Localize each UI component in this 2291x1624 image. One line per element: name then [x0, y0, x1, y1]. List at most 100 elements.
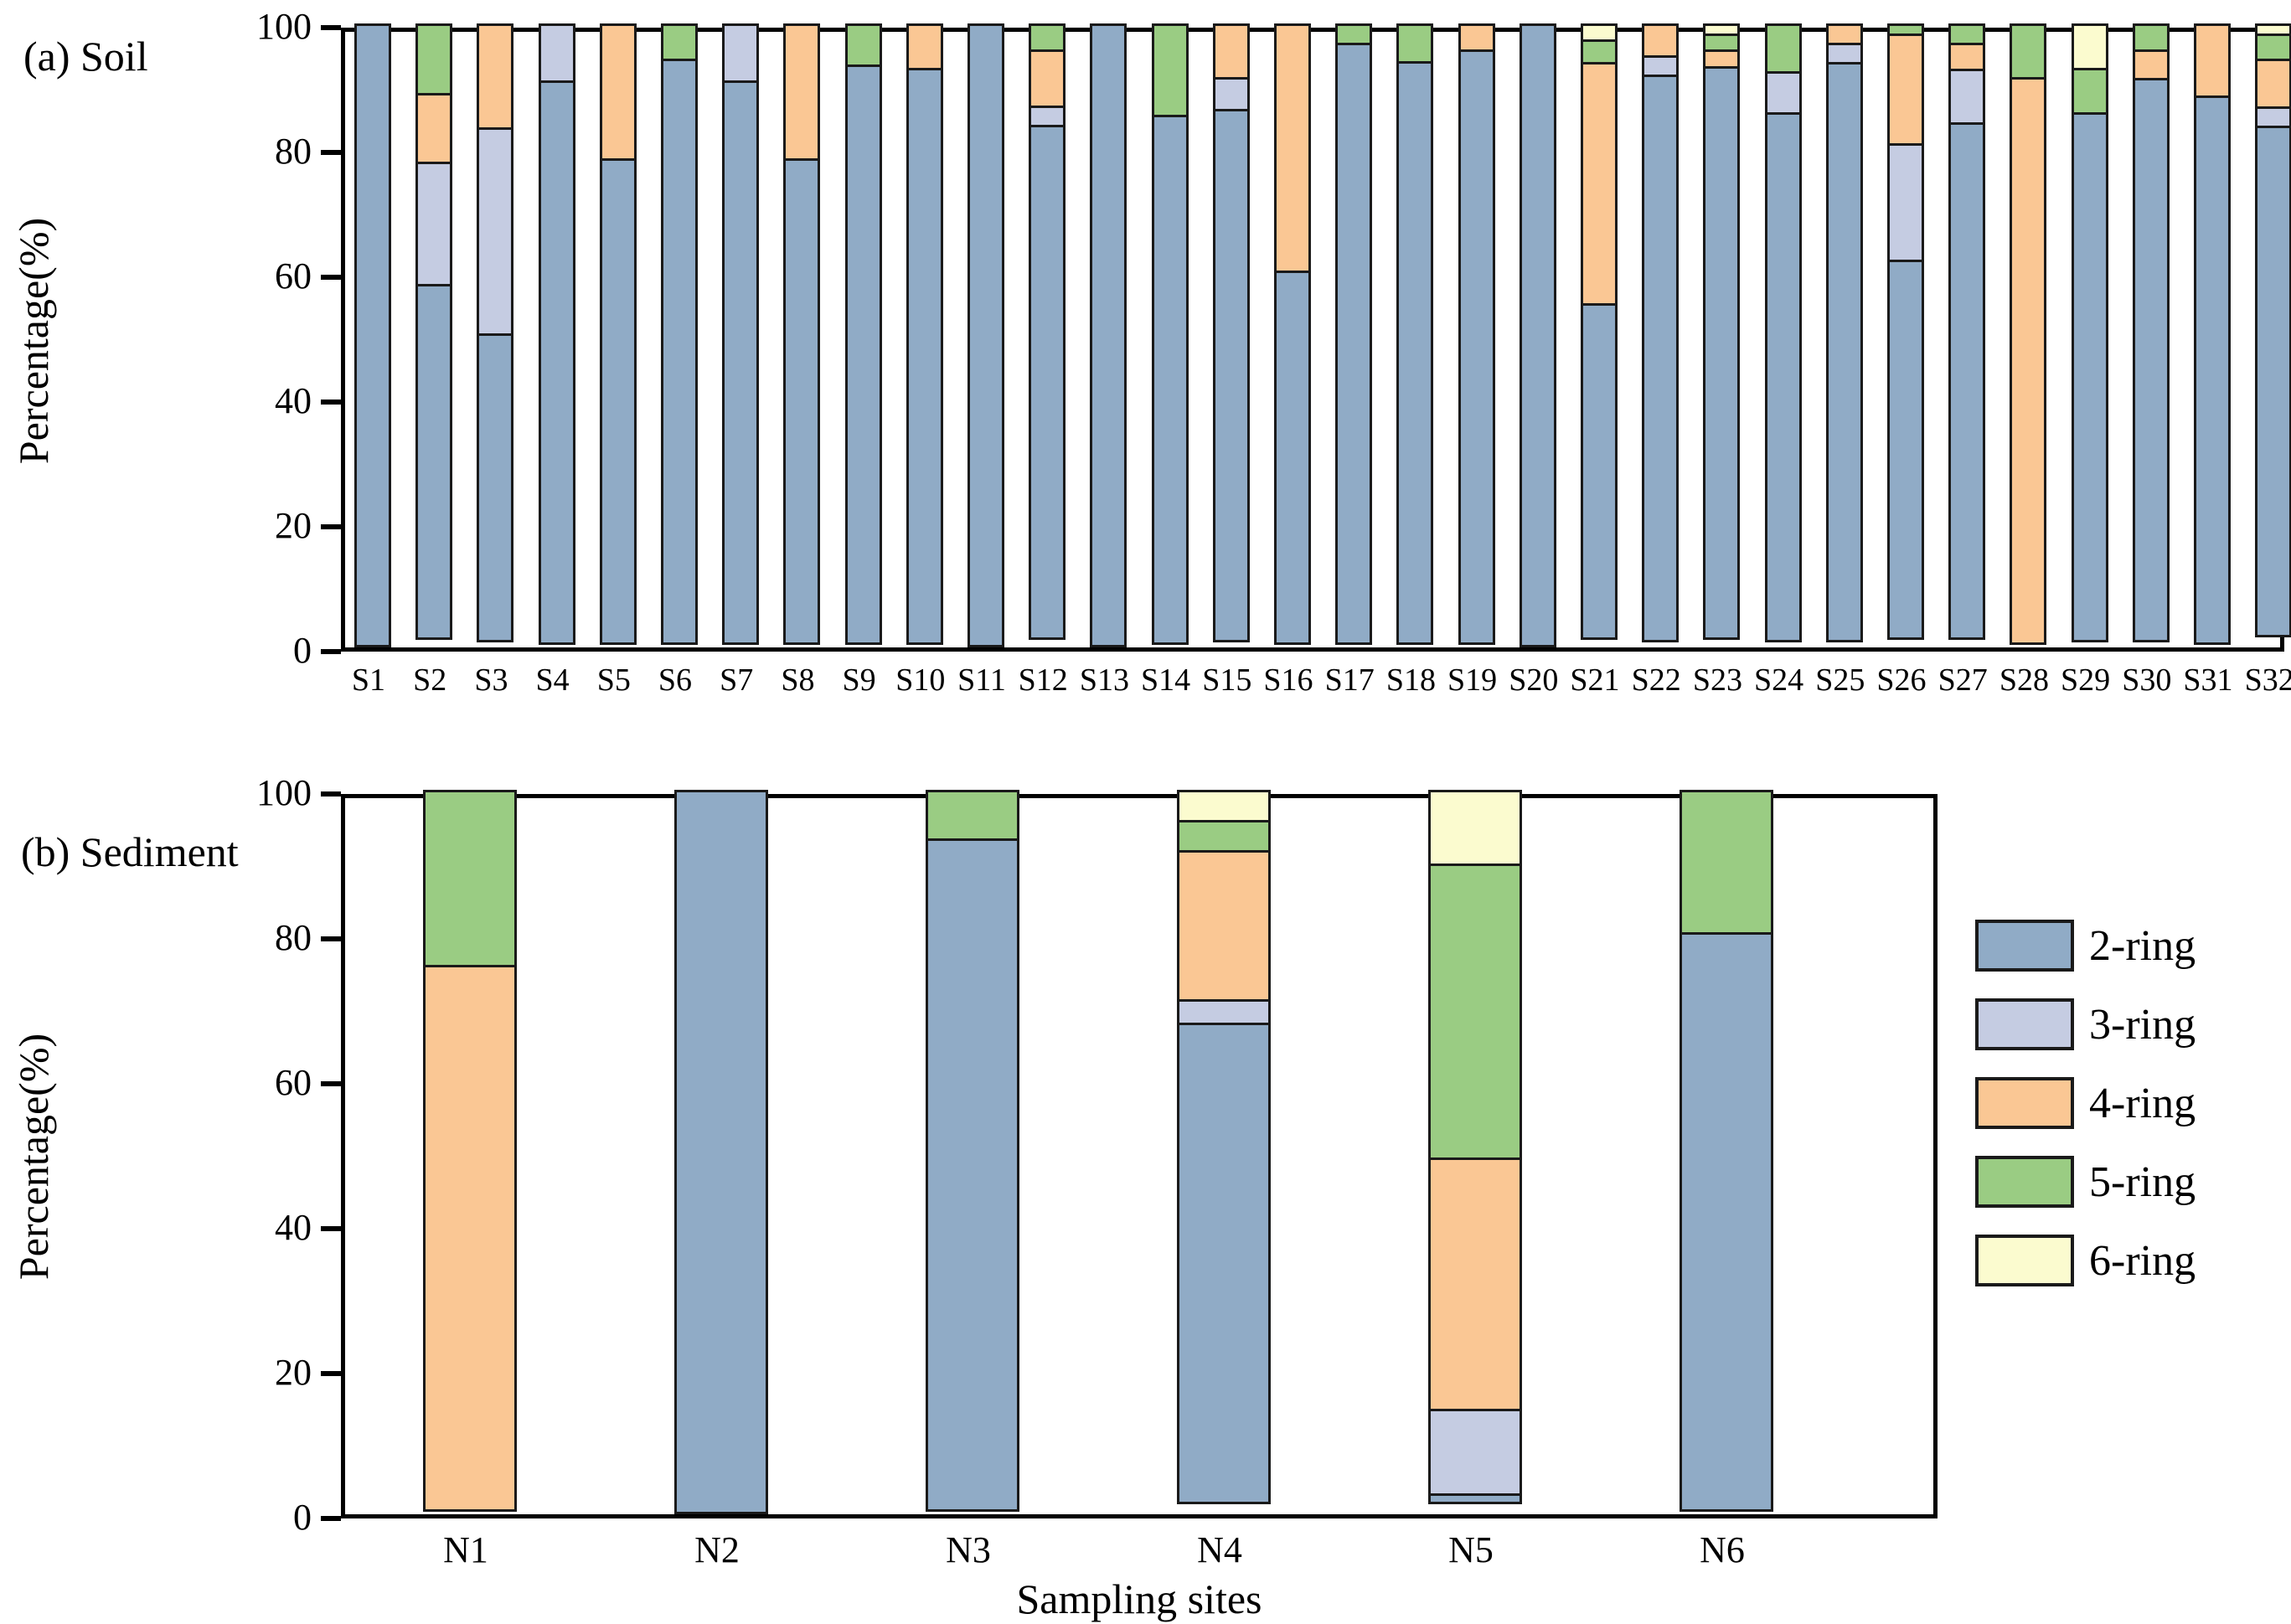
x-category-label-N3: N3 — [946, 1529, 991, 1570]
legend-swatch-5-ring — [1975, 1156, 2074, 1208]
x-category-label-S23: S23 — [1692, 662, 1742, 698]
bar-segment-N3-2-ring — [926, 838, 1019, 1512]
bar-segment-S22-2-ring — [1642, 75, 1680, 642]
bar-segment-S8-4-ring — [783, 23, 821, 161]
legend-label: 2-ring — [2089, 921, 2196, 970]
bar-segment-S7-2-ring — [722, 80, 760, 645]
stacked-bar-S17 — [1335, 23, 1373, 647]
bar-segment-S18-2-ring — [1396, 61, 1434, 645]
bar-segment-S9-2-ring — [844, 64, 882, 645]
y-tick-label: 20 — [275, 505, 312, 546]
stacked-bar-S26 — [1887, 23, 1924, 647]
bar-segment-S18-5-ring — [1396, 23, 1434, 64]
bar-segment-S4-3-ring — [538, 23, 575, 83]
bar-segment-S16-4-ring — [1274, 23, 1311, 273]
bar-segment-S7-3-ring — [722, 23, 760, 83]
stacked-bar-N6 — [1680, 790, 1773, 1514]
bar-segment-S1-2-ring — [354, 23, 391, 647]
x-category-label-S21: S21 — [1570, 662, 1620, 698]
bar-segment-S27-4-ring — [1948, 43, 1986, 71]
stacked-bar-S32 — [2255, 23, 2291, 647]
bar-segment-S24-3-ring — [1764, 70, 1802, 115]
stacked-bar-N2 — [674, 790, 768, 1514]
y-tick-label: 0 — [293, 630, 312, 671]
stacked-bar-N3 — [926, 790, 1019, 1514]
stacked-bar-S5 — [599, 23, 637, 647]
bar-segment-N5-2-ring — [1428, 1493, 1522, 1504]
bar-segment-S26-3-ring — [1887, 142, 1924, 262]
x-category-label-S30: S30 — [2122, 662, 2172, 698]
stacked-bar-S22 — [1642, 23, 1680, 647]
x-category-label-S27: S27 — [1938, 662, 1988, 698]
bar-segment-S6-5-ring — [661, 23, 698, 61]
stacked-bar-S6 — [661, 23, 698, 647]
bar-segment-S28-5-ring — [2010, 23, 2047, 80]
stacked-bar-S1 — [354, 23, 391, 647]
bar-segment-S2-2-ring — [415, 284, 453, 640]
x-category-label-S25: S25 — [1815, 662, 1865, 698]
x-category-label-N4: N4 — [1197, 1529, 1242, 1570]
bar-segment-N6-5-ring — [1680, 790, 1773, 935]
x-category-label-S9: S9 — [842, 662, 876, 698]
legend-item-4-ring: 4-ring — [1975, 1064, 2196, 1142]
sediment-stacked-bar-plot — [341, 790, 1938, 1518]
bar-segment-N5-3-ring — [1428, 1409, 1522, 1496]
bar-segment-S24-5-ring — [1764, 23, 1802, 74]
legend-label: 5-ring — [2089, 1157, 2196, 1206]
bar-segment-S22-4-ring — [1642, 23, 1680, 58]
bar-segment-N4-3-ring — [1177, 999, 1271, 1025]
bar-segment-S9-5-ring — [844, 23, 882, 68]
bar-segment-S25-2-ring — [1825, 62, 1863, 642]
legend-item-3-ring: 3-ring — [1975, 985, 2196, 1064]
bar-segment-S16-2-ring — [1274, 271, 1311, 645]
stacked-bar-N5 — [1428, 790, 1522, 1514]
stacked-bar-S3 — [477, 23, 514, 647]
bar-segment-N5-6-ring — [1428, 790, 1522, 866]
x-category-label-S7: S7 — [720, 662, 754, 698]
x-category-label-S20: S20 — [1509, 662, 1559, 698]
x-category-label-S22: S22 — [1631, 662, 1681, 698]
stacked-bar-S24 — [1764, 23, 1802, 647]
y-tick-label: 80 — [275, 917, 312, 958]
bar-segment-N4-5-ring — [1177, 819, 1271, 853]
stacked-bar-S11 — [967, 23, 1004, 647]
y-tick-mark — [321, 1371, 341, 1376]
y-tick-label: 0 — [293, 1497, 312, 1538]
stacked-bar-S12 — [1029, 23, 1066, 647]
bar-segment-S20-2-ring — [1519, 23, 1556, 647]
y-tick-mark — [321, 791, 341, 797]
stacked-bar-S29 — [2071, 23, 2108, 647]
x-category-label-S14: S14 — [1141, 662, 1191, 698]
legend: 2-ring 3-ring 4-ring 5-ring 6-ring — [1975, 906, 2196, 1300]
bar-segment-N1-4-ring — [423, 964, 517, 1512]
stacked-bar-S25 — [1825, 23, 1863, 647]
y-tick-label: 60 — [275, 255, 312, 296]
stacked-bar-S15 — [1212, 23, 1250, 647]
x-category-label-N5: N5 — [1448, 1529, 1494, 1570]
legend-label: 4-ring — [2089, 1079, 2196, 1127]
soil-stacked-bar-plot — [341, 23, 2291, 652]
y-tick-mark — [321, 1081, 341, 1086]
legend-item-6-ring: 6-ring — [1975, 1221, 2196, 1300]
bar-segment-S23-2-ring — [1703, 65, 1741, 640]
legend-item-5-ring: 5-ring — [1975, 1142, 2196, 1221]
bar-segment-N1-5-ring — [423, 790, 517, 967]
legend-label: 3-ring — [2089, 1000, 2196, 1049]
stacked-bar-S30 — [2132, 23, 2170, 647]
legend-swatch-3-ring — [1975, 998, 2074, 1050]
x-category-label-S2: S2 — [413, 662, 447, 698]
x-category-label-S6: S6 — [658, 662, 693, 698]
bar-segment-S21-4-ring — [1581, 62, 1618, 306]
bar-segment-S5-2-ring — [599, 157, 637, 645]
bar-segment-S30-4-ring — [2132, 49, 2170, 80]
bar-segment-S8-2-ring — [783, 157, 821, 645]
bar-segment-S30-5-ring — [2132, 23, 2170, 52]
y-tick-mark — [321, 936, 341, 941]
x-category-label-S13: S13 — [1079, 662, 1129, 698]
y-tick-mark — [321, 150, 341, 155]
x-category-label-S17: S17 — [1324, 662, 1375, 698]
y-tick-label: 100 — [256, 6, 312, 47]
bar-segment-S19-2-ring — [1458, 49, 1495, 645]
x-category-label-S1: S1 — [351, 662, 386, 698]
